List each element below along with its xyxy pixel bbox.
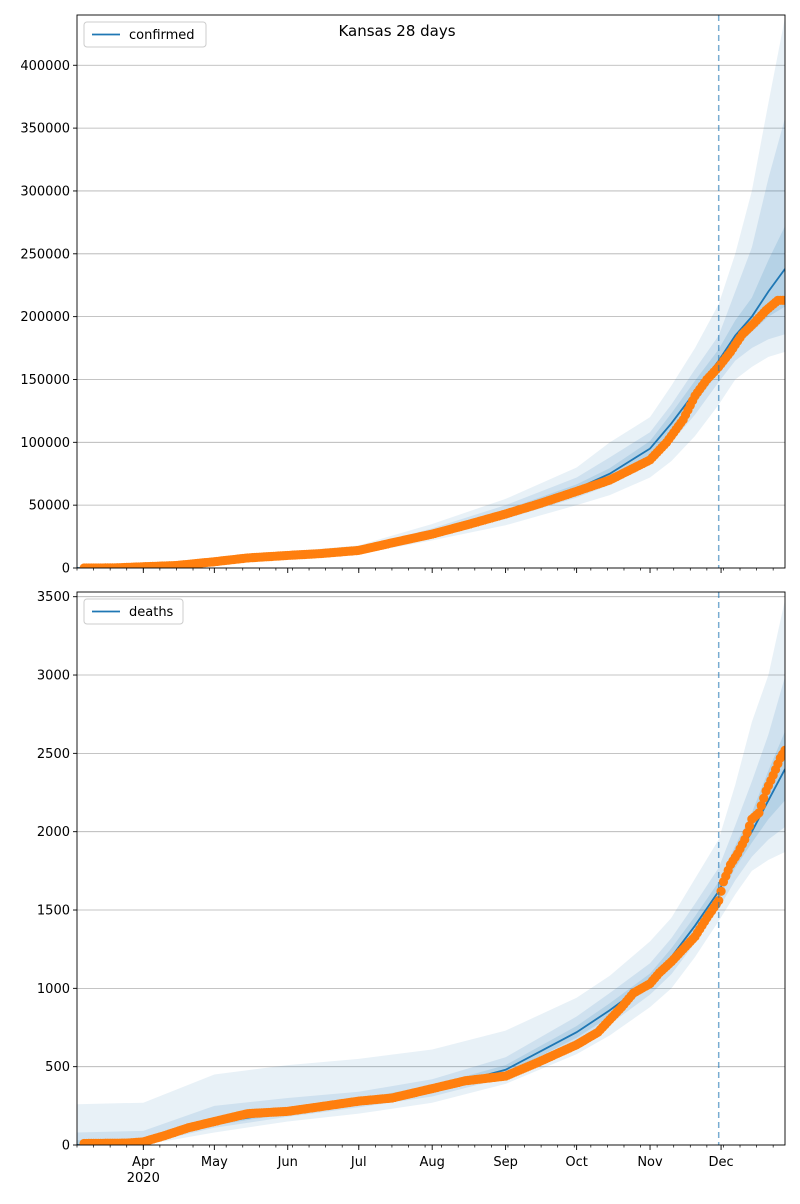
observed-series	[79, 745, 785, 1145]
confirmed-panel: 0 50000 100000 150000 200000 250000 300000 3500…	[20, 14, 786, 577]
y-tick-label: 3000	[37, 669, 70, 684]
observed-point	[754, 808, 764, 818]
y-tick-label: 300000	[20, 184, 70, 199]
legend-box	[83, 598, 184, 625]
y-tick-label: 100000	[20, 436, 70, 451]
x-tick-label: Jun	[277, 1155, 298, 1170]
x-tick-year-label: 2020	[127, 1171, 160, 1186]
observed-point	[714, 896, 724, 906]
y-tick-label: 400000	[20, 59, 70, 74]
x-tick-label: Jul	[350, 1155, 367, 1170]
y-tick-label: 3500	[37, 590, 70, 605]
y-tick-label: 0	[62, 562, 70, 577]
observed-point	[759, 793, 769, 803]
legend-label: deaths	[129, 605, 174, 620]
uncertainty-band-outer	[77, 599, 785, 1145]
x-tick-label: Nov	[637, 1155, 663, 1170]
x-tick-label: Apr	[132, 1155, 155, 1170]
y-tick-label: 350000	[20, 122, 70, 137]
uncertainty-band-middle	[77, 118, 785, 568]
plot-area	[77, 599, 785, 1145]
x-tick-label: Oct	[565, 1155, 587, 1170]
y-tick-label: 150000	[20, 373, 70, 388]
observed-point	[756, 800, 766, 811]
y-tick-label: 0	[62, 1139, 70, 1154]
axes-frame	[76, 14, 786, 569]
y-tick-label: 200000	[20, 310, 70, 325]
legend: confirmed	[83, 21, 207, 48]
chart-title: Kansas 28 days	[338, 22, 455, 40]
legend: deaths	[83, 598, 184, 625]
y-tick-label: 500	[45, 1060, 70, 1075]
y-tick-label: 2500	[37, 747, 70, 762]
x-tick-label: Dec	[708, 1155, 733, 1170]
legend-box	[83, 21, 207, 48]
y-tick-label: 250000	[20, 247, 70, 262]
x-tick-label: May	[201, 1155, 228, 1170]
observed-point	[780, 295, 785, 305]
y-tick-label: 2000	[37, 825, 70, 840]
y-tick-label: 50000	[29, 499, 70, 514]
y-tick-label: 1500	[37, 904, 70, 919]
uncertainty-band-outer	[77, 17, 785, 568]
observed-series	[79, 295, 785, 568]
y-tick-label: 1000	[37, 982, 70, 997]
plot-area	[77, 17, 785, 568]
x-tick-label: Aug	[419, 1155, 444, 1170]
axes-frame	[76, 591, 786, 1146]
observed-point	[780, 745, 785, 755]
legend-label: confirmed	[129, 28, 195, 43]
observed-point	[716, 886, 726, 896]
x-tick-label: Sep	[493, 1155, 518, 1170]
